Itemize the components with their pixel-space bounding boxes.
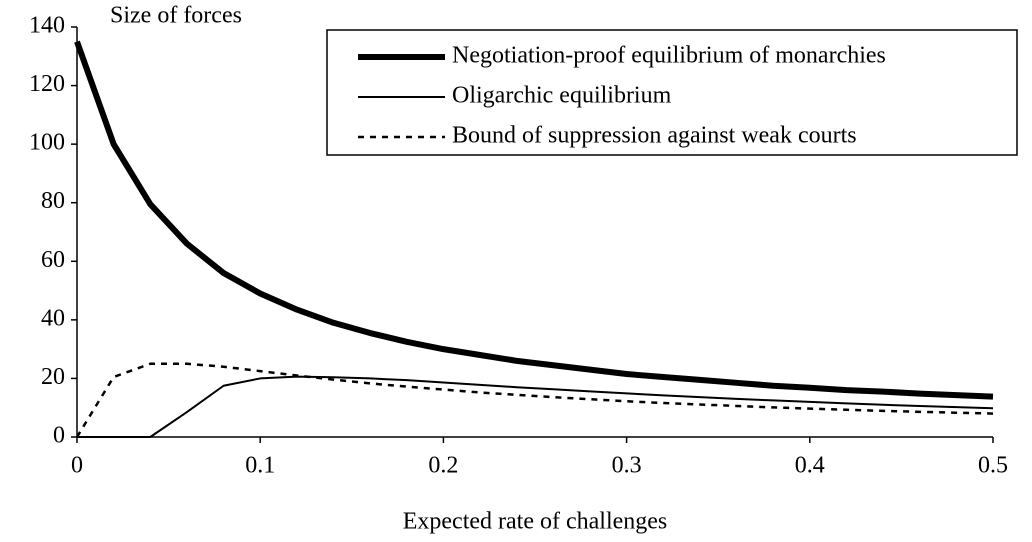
y-tick-label: 80 [41,188,65,214]
y-tick-label: 120 [29,71,65,97]
series-line [74,40,994,400]
series-line [77,375,994,438]
y-tick-label: 100 [29,130,65,156]
x-tick-label: 0.1 [245,453,275,479]
x-axis-label: Expected rate of challenges [403,509,668,535]
chart-title: Size of forces [110,3,242,29]
legend-box [326,29,1018,156]
legend-label: Bound of suppression against weak courts [452,123,857,149]
x-tick-label: 0 [71,453,83,479]
legend-label: Negotiation-proof equilibrium of monarch… [452,43,886,69]
x-tick-label: 0.4 [795,453,825,479]
y-tick-label: 40 [41,305,65,331]
y-tick-label: 140 [29,13,65,39]
y-tick-label: 60 [41,247,65,273]
x-tick-label: 0.3 [612,453,642,479]
series-line [75,362,994,438]
y-tick-label: 0 [53,423,65,449]
x-tick-label: 0.2 [428,453,458,479]
y-tick-label: 20 [41,364,65,390]
legend-label: Oligarchic equilibrium [452,83,672,109]
x-tick-label: 0.5 [978,453,1008,479]
